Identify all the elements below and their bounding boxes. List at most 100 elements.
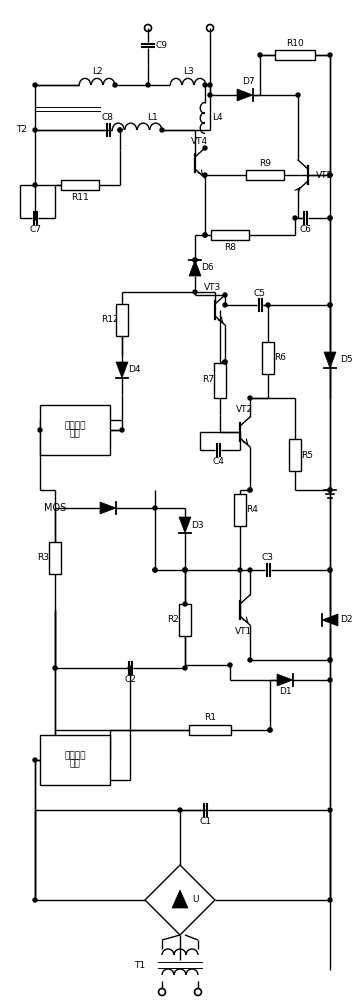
Circle shape [328, 568, 332, 572]
Circle shape [258, 53, 262, 57]
Circle shape [223, 303, 227, 307]
Text: C4: C4 [212, 458, 224, 466]
Circle shape [203, 173, 207, 177]
Circle shape [328, 658, 332, 662]
Circle shape [193, 290, 197, 294]
Circle shape [33, 183, 37, 187]
Circle shape [268, 728, 272, 732]
Circle shape [193, 258, 197, 262]
Text: C3: C3 [262, 554, 274, 562]
Circle shape [153, 568, 157, 572]
Text: MOS: MOS [44, 503, 66, 513]
Circle shape [193, 258, 197, 262]
Circle shape [160, 128, 164, 132]
Text: R12: R12 [101, 316, 119, 324]
Polygon shape [237, 89, 253, 101]
Circle shape [328, 216, 332, 220]
Bar [116, 304, 128, 336]
Bar [40, 405, 110, 455]
Bar [262, 342, 274, 374]
Text: 压控振荡: 压控振荡 [64, 422, 86, 430]
Text: D2: D2 [340, 615, 352, 624]
Circle shape [118, 128, 122, 132]
Bar [234, 494, 246, 526]
Polygon shape [116, 362, 128, 378]
Text: C5: C5 [254, 288, 266, 298]
Circle shape [328, 568, 332, 572]
Text: 电路: 电路 [70, 430, 80, 438]
Circle shape [203, 146, 207, 150]
Circle shape [203, 233, 207, 237]
Circle shape [328, 658, 332, 662]
Circle shape [293, 216, 297, 220]
Text: D5: D5 [340, 356, 353, 364]
Text: VT4: VT4 [190, 136, 208, 145]
Circle shape [328, 488, 332, 492]
Text: VT1: VT1 [235, 628, 253, 637]
Bar [40, 735, 110, 785]
Text: R8: R8 [224, 242, 236, 251]
Circle shape [203, 233, 207, 237]
Text: D6: D6 [201, 263, 213, 272]
Text: R6: R6 [274, 354, 286, 362]
Circle shape [53, 666, 57, 670]
Bar [246, 170, 284, 180]
Text: R7: R7 [202, 375, 214, 384]
Circle shape [223, 293, 227, 297]
Circle shape [328, 173, 332, 177]
Polygon shape [322, 614, 338, 626]
Circle shape [328, 53, 332, 57]
Circle shape [118, 128, 122, 132]
Text: 电路: 电路 [70, 760, 80, 768]
Text: C8: C8 [102, 113, 114, 122]
Circle shape [238, 568, 242, 572]
Polygon shape [100, 502, 116, 514]
Text: R4: R4 [246, 506, 258, 514]
Circle shape [223, 360, 227, 364]
Text: R1: R1 [204, 714, 216, 722]
Circle shape [183, 568, 187, 572]
Circle shape [328, 303, 332, 307]
Circle shape [183, 568, 187, 572]
Polygon shape [324, 352, 336, 368]
Text: R3: R3 [37, 554, 49, 562]
Text: U: U [192, 896, 199, 904]
Text: C2: C2 [124, 676, 136, 684]
Circle shape [113, 83, 117, 87]
Circle shape [248, 488, 252, 492]
Bar [189, 725, 231, 735]
Circle shape [203, 83, 207, 87]
Text: VT2: VT2 [235, 406, 252, 414]
Text: T2: T2 [16, 125, 27, 134]
Bar [211, 230, 249, 240]
Circle shape [33, 83, 37, 87]
Circle shape [268, 728, 272, 732]
Circle shape [208, 93, 212, 97]
Bar [214, 362, 226, 397]
Bar [289, 439, 301, 471]
Text: L2: L2 [92, 68, 102, 77]
Circle shape [248, 568, 252, 572]
Circle shape [128, 666, 132, 670]
Circle shape [153, 568, 157, 572]
Bar [49, 542, 61, 574]
Circle shape [296, 93, 300, 97]
Circle shape [266, 303, 270, 307]
Text: 电压检测: 电压检测 [64, 752, 86, 760]
Text: VT5: VT5 [316, 170, 333, 180]
Circle shape [228, 663, 232, 667]
Circle shape [33, 758, 37, 762]
Circle shape [328, 488, 332, 492]
Text: C7: C7 [29, 226, 41, 234]
Circle shape [33, 128, 37, 132]
Circle shape [248, 396, 252, 400]
Text: VT3: VT3 [204, 284, 222, 292]
Circle shape [183, 666, 187, 670]
Text: D3: D3 [191, 520, 203, 530]
Text: D7: D7 [242, 78, 254, 87]
Text: T1: T1 [135, 960, 146, 970]
Polygon shape [179, 517, 191, 533]
Text: C6: C6 [299, 226, 311, 234]
Circle shape [223, 360, 227, 364]
Circle shape [328, 216, 332, 220]
